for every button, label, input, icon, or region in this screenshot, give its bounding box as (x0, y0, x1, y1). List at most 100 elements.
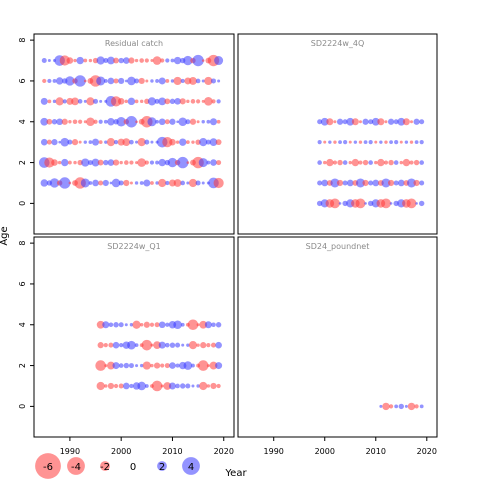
residual-point (104, 364, 108, 368)
residual-point (351, 118, 359, 126)
residual-point (176, 120, 179, 124)
residual-point (214, 56, 224, 66)
residual-point (409, 140, 414, 144)
residual-point (164, 98, 171, 105)
residual-point (137, 381, 146, 391)
residual-point (51, 139, 58, 146)
residual-point (154, 322, 160, 328)
residual-point (102, 321, 110, 329)
residual-point (200, 342, 207, 349)
residual-point (139, 323, 144, 327)
residual-point (150, 79, 154, 83)
residual-point (169, 342, 176, 348)
residual-point (51, 159, 58, 166)
residual-point (86, 97, 95, 106)
residual-point (158, 178, 167, 188)
residual-point (59, 177, 71, 189)
residual-point (106, 138, 116, 147)
residual-point (196, 99, 201, 104)
residual-point (201, 79, 205, 83)
residual-point (103, 119, 108, 124)
residual-point (206, 343, 211, 348)
residual-point (407, 402, 416, 411)
residual-point (414, 404, 419, 409)
panel-title: Residual catch (105, 39, 163, 48)
residual-point (128, 363, 134, 369)
residual-point (374, 160, 378, 165)
residual-point (117, 98, 125, 105)
x-tick-label: 2020 (417, 447, 437, 456)
residual-point (104, 140, 108, 144)
residual-point (91, 158, 100, 167)
residual-point (346, 179, 354, 187)
residual-point (180, 322, 185, 327)
residual-point (189, 118, 197, 125)
residual-point (134, 78, 140, 84)
residual-point (151, 380, 163, 392)
residual-point (103, 159, 109, 166)
residual-point (406, 198, 417, 209)
residual-point (155, 160, 159, 165)
residual-point (173, 179, 182, 187)
residual-point (162, 137, 173, 148)
x-tick-label: 2000 (315, 447, 335, 456)
panel-title: SD24_poundnet (306, 242, 370, 251)
residual-point (116, 117, 126, 127)
residual-point (379, 404, 383, 408)
residual-point (364, 202, 367, 205)
residual-point (147, 97, 157, 106)
residual-point (342, 119, 348, 125)
residual-point (96, 320, 105, 329)
residual-point (209, 138, 218, 147)
residual-point (99, 99, 103, 103)
residual-point (358, 160, 363, 165)
residual-point (144, 384, 149, 388)
residual-point (139, 363, 144, 368)
y-tick-label: 4 (18, 119, 27, 124)
residual-point (419, 180, 425, 186)
residual-point (66, 57, 74, 64)
residual-point (107, 361, 115, 370)
residual-point (98, 119, 103, 124)
residual-point (78, 119, 83, 124)
residual-point (177, 156, 189, 169)
residual-point (158, 97, 167, 106)
residual-point (150, 363, 154, 368)
residual-point (393, 180, 399, 186)
residual-point (387, 179, 395, 187)
residual-point (320, 117, 329, 126)
residual-point (368, 119, 374, 125)
residual-point (58, 140, 61, 144)
residual-point (398, 403, 404, 410)
legend-label: -4 (71, 462, 81, 473)
residual-point (129, 160, 134, 165)
residual-point (150, 181, 154, 185)
residual-point (125, 79, 128, 83)
residual-point (393, 119, 399, 125)
residual-point (409, 160, 414, 165)
residual-point (144, 58, 149, 63)
residual-point (186, 99, 190, 104)
residual-point (73, 58, 77, 63)
residual-point (388, 159, 394, 166)
residual-point (337, 159, 343, 166)
legend-bubble (35, 453, 61, 479)
residual-point (93, 98, 99, 104)
residual-point (206, 364, 210, 368)
residual-point (362, 118, 369, 125)
residual-point (355, 178, 365, 188)
residual-point (336, 118, 344, 125)
residual-point (124, 323, 128, 327)
residual-point (409, 120, 413, 124)
residual-point (149, 322, 155, 327)
residual-point (418, 200, 425, 207)
residual-point (330, 178, 340, 188)
residual-point (201, 120, 205, 124)
residual-point (419, 404, 424, 409)
y-tick-label: 6 (18, 78, 27, 83)
residual-point (402, 158, 411, 167)
residual-point (188, 178, 198, 188)
panel-title: SD2224w_Q1 (107, 242, 161, 251)
residual-point (73, 160, 77, 165)
y-tick-label: 8 (18, 241, 27, 246)
